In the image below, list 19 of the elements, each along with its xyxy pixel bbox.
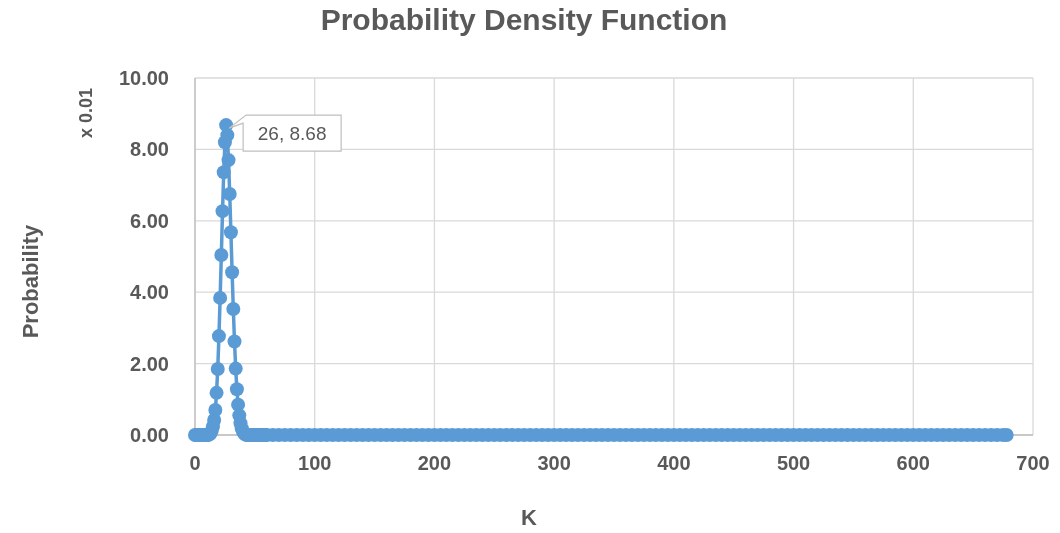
y-tick-label: 4.00	[130, 281, 169, 304]
x-tick-label: 700	[1016, 452, 1050, 474]
text: x 0.01	[76, 87, 96, 139]
y-tick-label: 6.00	[130, 209, 169, 232]
x-axis-title: K	[521, 505, 538, 530]
x-tick-label: 400	[657, 452, 691, 474]
x-tick-label: 500	[776, 452, 811, 474]
y-axis-title: Probability	[18, 223, 43, 339]
x-tick-label: 200	[417, 452, 452, 474]
y-tick-label: 0.00	[130, 424, 169, 446]
annotation: 26, 8.68	[257, 122, 327, 144]
y-tick-label: 10.00	[118, 67, 169, 89]
x-tick-label: 600	[896, 452, 930, 474]
y-tick-label: 8.00	[130, 138, 169, 161]
x-tick-label: 100	[298, 452, 332, 474]
y-tick-label: 2.00	[130, 352, 169, 375]
x-tick-label: 0	[189, 452, 201, 474]
x-tick-label: 300	[537, 452, 571, 474]
chart-title: Probability Density Function	[320, 3, 728, 36]
